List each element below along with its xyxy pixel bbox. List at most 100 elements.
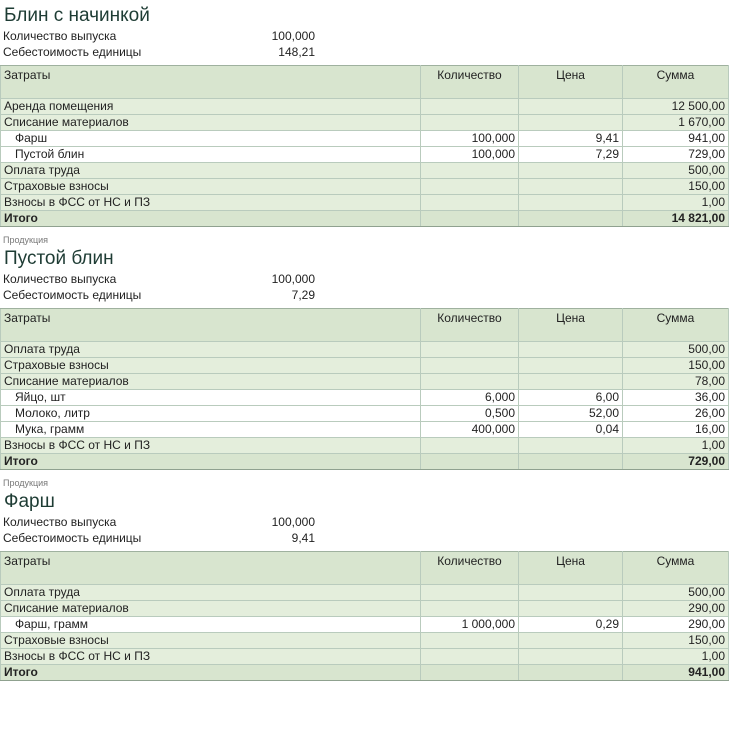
table-row[interactable]: Пустой блин 100,000 7,29 729,00 <box>0 146 729 163</box>
cost-report: Блин с начинкой Количество выпуска 100,000… <box>0 0 735 681</box>
cell-qty: 0,500 <box>420 405 519 422</box>
table-row[interactable]: Списание материалов 1 670,00 <box>0 114 729 131</box>
column-header-qty[interactable]: Количество <box>420 308 519 342</box>
output-qty-value: 100,000 <box>271 515 315 529</box>
cell-price <box>518 600 623 617</box>
unit-cost-row: Себестоимость единицы 148,21 <box>0 44 735 60</box>
column-header-price[interactable]: Цена <box>518 308 623 342</box>
cell-qty: 400,000 <box>420 421 519 438</box>
cell-name: Взносы в ФСС от НС и ПЗ <box>0 437 421 454</box>
cell-price: 6,00 <box>518 389 623 406</box>
column-header-sum[interactable]: Сумма <box>622 65 729 99</box>
unit-cost-label: Себестоимость единицы <box>3 531 142 545</box>
cell-price: 7,29 <box>518 146 623 163</box>
table-row[interactable]: Списание материалов 78,00 <box>0 373 729 390</box>
cell-name: Оплата труда <box>0 584 421 601</box>
cell-qty <box>420 600 519 617</box>
cell-sum: 1,00 <box>622 437 729 454</box>
cell-price <box>518 437 623 454</box>
output-qty-label: Количество выпуска <box>3 272 117 286</box>
cell-price <box>518 341 623 358</box>
cell-price: 9,41 <box>518 130 623 147</box>
cell-name: Списание материалов <box>0 373 421 390</box>
cell-name: Итого <box>0 664 421 681</box>
table-header: Затраты Количество Цена Сумма <box>0 65 729 99</box>
cell-sum: 14 821,00 <box>622 210 729 227</box>
cell-price: 52,00 <box>518 405 623 422</box>
cell-qty <box>420 98 519 115</box>
output-qty-value: 100,000 <box>271 29 315 43</box>
column-header-sum[interactable]: Сумма <box>622 308 729 342</box>
cell-name: Страховые взносы <box>0 632 421 649</box>
product-title: Блин с начинкой <box>4 5 150 26</box>
cell-qty: 6,000 <box>420 389 519 406</box>
table-row[interactable]: Страховые взносы 150,00 <box>0 357 729 374</box>
unit-cost-value: 7,29 <box>291 288 315 302</box>
table-row[interactable]: Взносы в ФСС от НС и ПЗ 1,00 <box>0 648 729 665</box>
cell-qty <box>420 194 519 211</box>
cell-qty <box>420 114 519 131</box>
cell-price <box>518 453 623 470</box>
table-row[interactable]: Мука, грамм 400,000 0,04 16,00 <box>0 421 729 438</box>
cell-name: Фарш <box>0 130 421 147</box>
cell-sum: 78,00 <box>622 373 729 390</box>
cell-price <box>518 664 623 681</box>
cell-price: 0,04 <box>518 421 623 438</box>
output-qty-label: Количество выпуска <box>3 515 117 529</box>
table-row[interactable]: Яйцо, шт 6,000 6,00 36,00 <box>0 389 729 406</box>
column-header-qty[interactable]: Количество <box>420 551 519 585</box>
cell-name: Списание материалов <box>0 600 421 617</box>
table-row[interactable]: Страховые взносы 150,00 <box>0 632 729 649</box>
cell-qty <box>420 357 519 374</box>
cell-sum: 941,00 <box>622 130 729 147</box>
cell-sum: 16,00 <box>622 421 729 438</box>
output-qty-row: Количество выпуска 100,000 <box>0 514 735 530</box>
cell-price <box>518 373 623 390</box>
cell-price <box>518 648 623 665</box>
total-row[interactable]: Итого 729,00 <box>0 453 729 470</box>
cell-qty <box>420 632 519 649</box>
column-header-price[interactable]: Цена <box>518 65 623 99</box>
unit-cost-value: 9,41 <box>291 531 315 545</box>
cell-price <box>518 584 623 601</box>
cell-sum: 36,00 <box>622 389 729 406</box>
cell-sum: 1,00 <box>622 648 729 665</box>
cell-sum: 290,00 <box>622 616 729 633</box>
table-row[interactable]: Молоко, литр 0,500 52,00 26,00 <box>0 405 729 422</box>
output-qty-row: Количество выпуска 100,000 <box>0 28 735 44</box>
table-row[interactable]: Оплата труда 500,00 <box>0 584 729 601</box>
product-section: Блин с начинкой Количество выпуска 100,000… <box>0 0 735 227</box>
column-header-name[interactable]: Затраты <box>0 65 421 99</box>
total-row[interactable]: Итого 14 821,00 <box>0 210 729 227</box>
cell-sum: 1 670,00 <box>622 114 729 131</box>
cell-qty: 1 000,000 <box>420 616 519 633</box>
table-row[interactable]: Оплата труда 500,00 <box>0 162 729 179</box>
product-section: Продукция Фарш Количество выпуска 100,000 Се… <box>0 470 735 681</box>
table-row[interactable]: Фарш 100,000 9,41 941,00 <box>0 130 729 147</box>
cell-sum: 1,00 <box>622 194 729 211</box>
cell-sum: 729,00 <box>622 146 729 163</box>
cell-qty <box>420 210 519 227</box>
unit-cost-label: Себестоимость единицы <box>3 45 142 59</box>
total-row[interactable]: Итого 941,00 <box>0 664 729 681</box>
cell-name: Итого <box>0 210 421 227</box>
column-header-name[interactable]: Затраты <box>0 551 421 585</box>
cell-qty: 100,000 <box>420 146 519 163</box>
cell-name: Страховые взносы <box>0 357 421 374</box>
cell-name: Аренда помещения <box>0 98 421 115</box>
table-row[interactable]: Фарш, грамм 1 000,000 0,29 290,00 <box>0 616 729 633</box>
column-header-qty[interactable]: Количество <box>420 65 519 99</box>
table-row[interactable]: Взносы в ФСС от НС и ПЗ 1,00 <box>0 437 729 454</box>
cell-sum: 500,00 <box>622 341 729 358</box>
column-header-price[interactable]: Цена <box>518 551 623 585</box>
table-header: Затраты Количество Цена Сумма <box>0 551 729 585</box>
column-header-sum[interactable]: Сумма <box>622 551 729 585</box>
table-row[interactable]: Аренда помещения 12 500,00 <box>0 98 729 115</box>
table-row[interactable]: Взносы в ФСС от НС и ПЗ 1,00 <box>0 194 729 211</box>
cell-qty: 100,000 <box>420 130 519 147</box>
cell-name: Пустой блин <box>0 146 421 163</box>
table-row[interactable]: Списание материалов 290,00 <box>0 600 729 617</box>
table-row[interactable]: Страховые взносы 150,00 <box>0 178 729 195</box>
column-header-name[interactable]: Затраты <box>0 308 421 342</box>
table-row[interactable]: Оплата труда 500,00 <box>0 341 729 358</box>
